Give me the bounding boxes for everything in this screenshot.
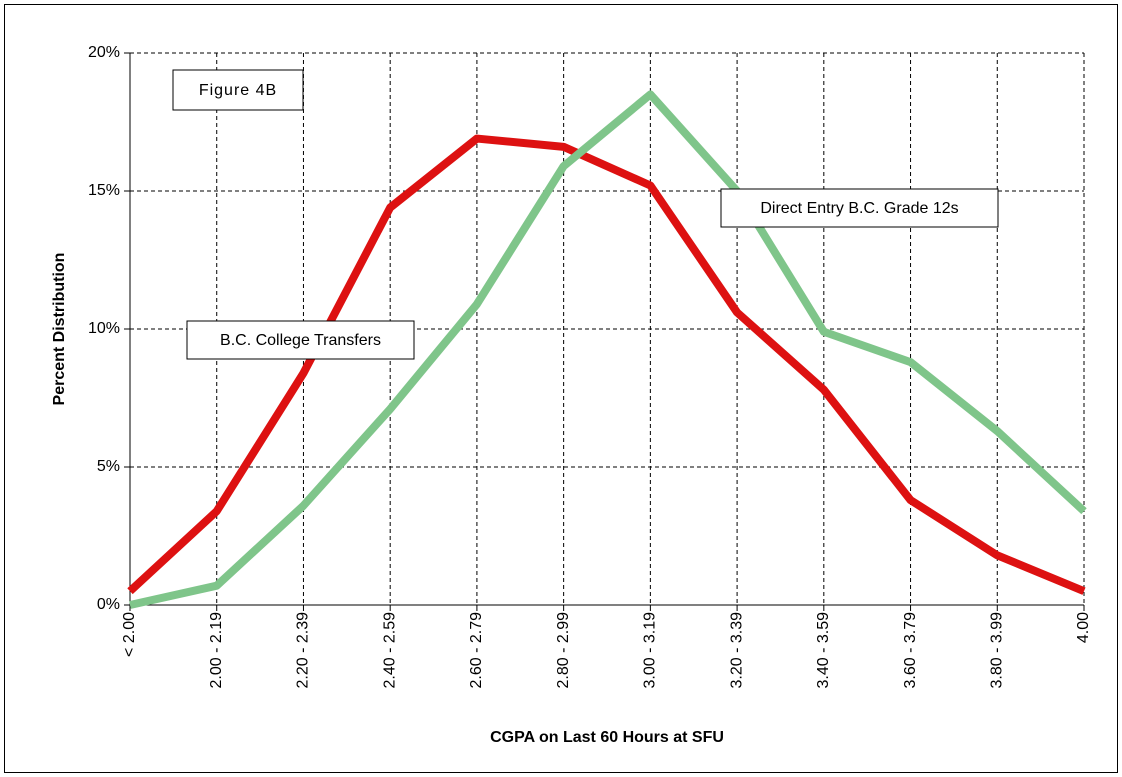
x-tick-label: 2.00 - 2.19 bbox=[208, 612, 225, 689]
figure-label: Figure 4B bbox=[199, 82, 277, 99]
x-tick-label: 2.60 - 2.79 bbox=[468, 612, 485, 689]
y-axis-title: Percent Distribution bbox=[51, 253, 68, 406]
x-tick-label: 2.40 - 2.59 bbox=[381, 612, 398, 689]
series-label-box bbox=[186, 320, 415, 360]
x-tick-label: 3.60 - 3.79 bbox=[902, 612, 919, 689]
figure-label-box bbox=[172, 69, 304, 111]
x-tick-label: 2.20 - 2.39 bbox=[295, 612, 312, 689]
y-tick-label: 20% bbox=[88, 44, 120, 61]
series-line bbox=[127, 134, 1086, 595]
x-tick-label: 3.20 - 3.39 bbox=[728, 612, 745, 689]
x-tick-label: 3.80 - 3.99 bbox=[988, 612, 1005, 689]
series-label: Direct Entry B.C. Grade 12s bbox=[760, 200, 958, 217]
series-label-box bbox=[720, 188, 999, 228]
lines bbox=[127, 90, 1087, 609]
x-tick-label: 3.40 - 3.59 bbox=[815, 612, 832, 689]
y-tick-label: 0% bbox=[97, 596, 120, 613]
x-axis-title: CGPA on Last 60 Hours at SFU bbox=[490, 729, 724, 746]
series-line bbox=[129, 90, 1087, 609]
y-tick-label: 10% bbox=[88, 320, 120, 337]
series-label: B.C. College Transfers bbox=[220, 332, 381, 349]
x-tick-label: 2.80 - 2.99 bbox=[555, 612, 572, 689]
frame bbox=[4, 4, 1118, 773]
y-tick-label: 15% bbox=[88, 182, 120, 199]
x-tick-label: 3.00 - 3.19 bbox=[642, 612, 659, 689]
x-tick-label: 4.00 bbox=[1075, 612, 1092, 643]
y-tick-label: 5% bbox=[97, 458, 120, 475]
x-tick-label: < 2.00 bbox=[121, 612, 138, 657]
labels: 0% 5% 10% 15% 20% < 2.00 2.00 - 2.19 2.20 - 2.3… bbox=[88, 44, 1092, 688]
